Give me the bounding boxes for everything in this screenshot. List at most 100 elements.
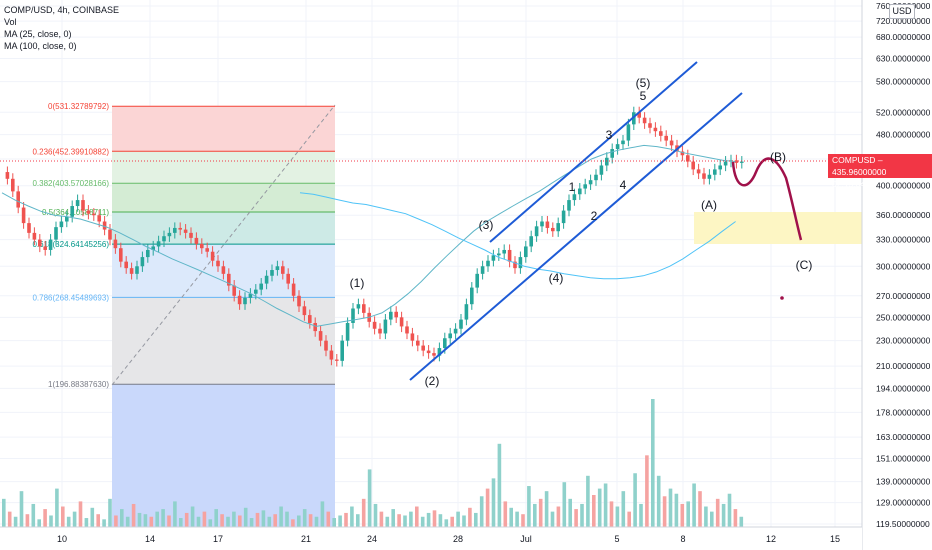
volume-label[interactable]: Vol (4, 17, 17, 27)
candle-body (205, 248, 209, 252)
candle-body (464, 304, 469, 320)
candle-body (173, 227, 177, 233)
price-tick-label: 151.00000000 (876, 453, 931, 463)
candle-body (696, 169, 701, 174)
candle-body (221, 266, 226, 274)
candle-body (389, 311, 393, 320)
volume-bar (184, 512, 189, 527)
ma100-label[interactable]: MA (100, close, 0) (4, 41, 77, 51)
currency-badge[interactable]: USD (889, 4, 915, 19)
volume-bar (155, 511, 159, 527)
candle-body (97, 215, 101, 222)
candle-body (594, 174, 598, 181)
candle-body (108, 229, 112, 240)
wave-label-sub_4: 4 (620, 178, 627, 192)
volume-bar (586, 475, 590, 527)
candle-body (254, 289, 258, 294)
candle-body (513, 261, 517, 269)
volume-bar (49, 515, 53, 527)
volume-bar (527, 486, 531, 527)
candle-body (340, 340, 344, 361)
candle-body (621, 140, 625, 145)
price-tick-label: 178.00000000 (876, 407, 931, 417)
candle-body (27, 223, 31, 233)
candle-body (345, 322, 350, 341)
candle-body (691, 161, 695, 170)
volume-bar (639, 503, 643, 527)
candle-body (453, 328, 458, 334)
volume-bar (651, 399, 655, 527)
volume-bar (120, 509, 124, 527)
candle-body (443, 338, 447, 349)
volume-bar (19, 491, 24, 527)
time-tick-label: 12 (766, 534, 776, 544)
volume-bar (297, 515, 301, 527)
candle-body (297, 295, 301, 307)
fib-level-label: 0(531.32789792) (48, 102, 109, 111)
volume-bar (66, 516, 71, 527)
volume-bar (674, 493, 679, 527)
volume-bar (456, 511, 460, 527)
volume-bar (61, 506, 65, 527)
wave-label-wave_1: (1) (350, 276, 365, 290)
volume-bar (503, 501, 508, 527)
symbol-title[interactable]: COMP/USD, 4h, COINBASE (4, 5, 120, 15)
candle-body (48, 239, 53, 250)
candle-body (383, 319, 388, 334)
ma25-line (1, 144, 736, 327)
time-tick-label: 15 (830, 534, 840, 544)
volume-bar (273, 514, 277, 527)
volume-bar (662, 496, 667, 527)
candle-body (356, 304, 361, 309)
candle-body (707, 174, 712, 179)
volume-bar (739, 516, 744, 527)
volume-bar (462, 515, 466, 527)
candle-body (502, 249, 506, 254)
volume-bar (72, 511, 77, 527)
volume-bar (609, 501, 614, 527)
volume-bar (25, 514, 30, 527)
volume-bar (261, 510, 266, 527)
price-axis[interactable]: 760.00000000720.00000000680.00000000630.… (876, 1, 931, 529)
fibonacci-retracement: 0(531.32789792) 0.236(452.39910882) 0.382(… (32, 102, 335, 527)
wave-label-sub_1: 1 (569, 180, 576, 194)
volume-bar (279, 506, 283, 527)
target-dot (780, 296, 784, 300)
fib-level-label: 0.786(268.45489693) (32, 293, 109, 302)
fib-zone (112, 151, 335, 184)
candle-body (626, 124, 631, 141)
candle-body (189, 232, 193, 238)
candle-body (659, 131, 663, 136)
volume-bar (391, 509, 395, 527)
volume-bar (627, 511, 631, 527)
volume-bar (125, 516, 130, 527)
wave-label-wave_4: (4) (549, 271, 564, 285)
volume-bar (137, 512, 142, 527)
ma25-label[interactable]: MA (25, close, 0) (4, 29, 72, 39)
volume-bar (704, 506, 708, 527)
time-tick-label: 28 (453, 534, 463, 544)
candle-body (237, 295, 242, 305)
candle-body (637, 112, 641, 118)
candle-body (324, 340, 328, 351)
fib-zone (112, 106, 335, 152)
candle-body (507, 249, 512, 262)
candle-body (518, 257, 523, 269)
volume-bar (438, 514, 443, 527)
volume-bar (149, 516, 154, 527)
candle-body (605, 157, 609, 166)
volume-bar (415, 506, 419, 527)
candle-body (16, 191, 20, 208)
candle-body (156, 241, 161, 247)
candle-body (162, 236, 166, 242)
volume-bar (243, 507, 248, 527)
volume-bar (680, 503, 685, 527)
volume-bar (31, 503, 36, 527)
candle-body (275, 266, 280, 271)
time-axis[interactable]: 10 14 17 21 24 28 Jul 5 8 12 15 (57, 534, 840, 544)
volume-bar (479, 496, 484, 527)
price-tick-label: 119.50000000 (876, 519, 930, 529)
volume-bar (90, 507, 95, 527)
volume-bar (409, 511, 413, 527)
